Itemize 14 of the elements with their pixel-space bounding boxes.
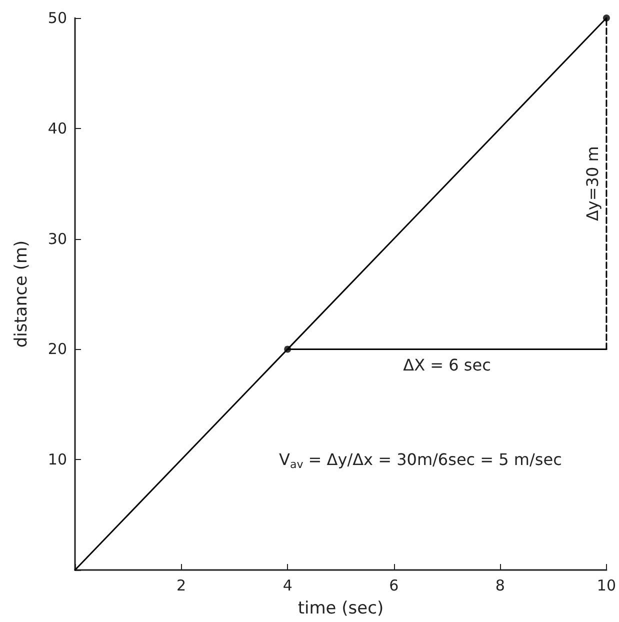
x-axis-title: time (sec) [298,598,384,618]
annotation: Δy=30 m [582,146,602,222]
y-tick-label: 30 [48,230,67,248]
y-tick-label: 10 [48,450,67,469]
x-tick-label: 8 [495,576,505,594]
x-tick-label: 6 [389,576,399,594]
y-tick-label: 50 [48,9,67,27]
y-axis-title: distance (m) [12,240,32,348]
y-tick-label: 20 [48,340,67,358]
x-tick-label: 10 [596,576,616,594]
x-tick-label: 4 [282,576,292,594]
y-tick-label: 40 [48,119,67,138]
annotation: ΔX = 6 sec [403,356,491,375]
x-tick-label: 2 [176,576,186,594]
